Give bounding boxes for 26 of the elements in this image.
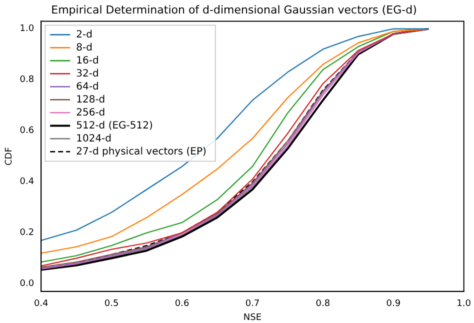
x-axis-title: NSE [243,312,262,323]
x-tick-label: 0.7 [245,299,260,310]
y-tick-label: 0.4 [20,177,34,188]
x-tick-label: 0.4 [34,299,49,310]
y-tick-label: 0.8 [20,75,34,86]
legend-label: 32-d [76,68,99,80]
y-tick-label: 0.6 [20,126,34,136]
y-tick-label: 0.0 [20,279,34,290]
legend-label: 256-d [76,107,106,118]
x-tick-label: 1.0 [456,299,472,310]
legend-label: 16-d [76,55,99,66]
y-tick-label: 1.0 [20,24,34,34]
chart-title: Empirical Determination of d-dimensional Gaussian vectors (EG-d) [51,3,417,16]
legend-label: 8-d [76,42,92,54]
y-axis-title: CDF [4,147,15,166]
x-tick-label: 0.6 [174,299,190,310]
x-tick-label: 0.9 [386,299,401,310]
x-tick-label: 0.8 [316,299,330,310]
legend-label: 27-d physical vectors (EP) [76,146,207,158]
legend-label: 1024-d [76,133,112,144]
legend-label: 128-d [76,94,106,106]
legend-label: 512-d (EG-512) [76,120,153,132]
legend-label: 64-d [76,81,99,92]
x-tick-label: 0.5 [104,299,119,310]
legend-label: 2-d [76,29,92,40]
y-tick-label: 0.2 [20,228,34,238]
